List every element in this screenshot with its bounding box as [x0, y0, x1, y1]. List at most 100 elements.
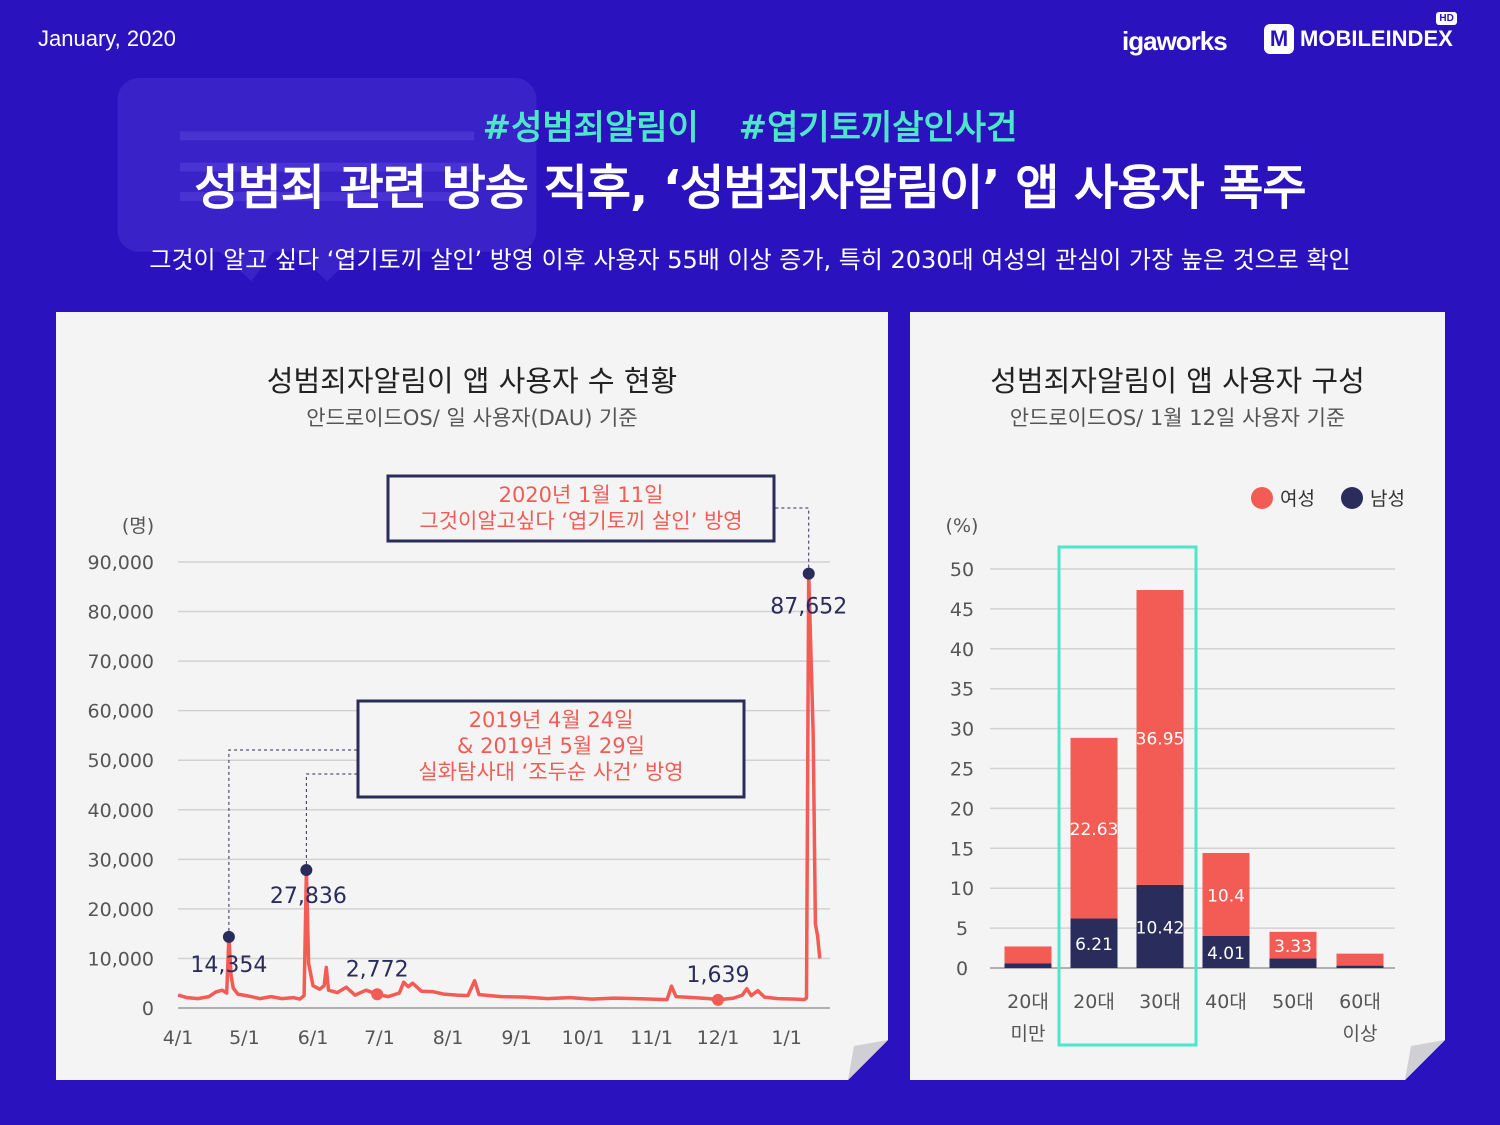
data-point-label: 87,652: [770, 595, 847, 620]
annotation-box: [356, 699, 746, 799]
report-date: January, 2020: [38, 26, 176, 51]
y-tick-label: 60,000: [88, 701, 154, 723]
annotation-text: 2020년 1월 11일: [499, 483, 664, 507]
x-category-label: 20대: [1007, 991, 1049, 1013]
bar-female-value-label: 10.4: [1207, 887, 1245, 907]
bar-female-value-label: 22.63: [1070, 820, 1119, 840]
bar-male-value-label: 4.01: [1207, 944, 1245, 964]
bar-female-segment: [1336, 953, 1384, 966]
y-axis-unit-label: (명): [122, 515, 154, 537]
y-axis-unit-label: (%): [946, 515, 979, 537]
y-tick-label: 40,000: [88, 800, 154, 822]
annotation-text: & 2019년 5월 29일: [457, 734, 645, 758]
data-point-label: 1,639: [687, 963, 750, 988]
dau-line-chart-card: 성범죄자알림이 앱 사용자 수 현황 안드로이드OS/ 일 사용자(DAU) 기…: [56, 312, 888, 1080]
x-category-label: 30대: [1139, 991, 1181, 1013]
y-tick-label: 20,000: [88, 899, 154, 921]
highlight-box: [1057, 545, 1198, 1047]
data-point-marker: [222, 930, 235, 943]
x-tick-label: 6/1: [298, 1027, 329, 1049]
bar-female-segment: [1269, 931, 1317, 959]
x-tick-label: 9/1: [501, 1027, 532, 1049]
y-tick-label: 30,000: [88, 849, 154, 871]
page-headline: 성범죄 관련 방송 직후, ‘성범죄자알림이’ 앱 사용자 폭주: [194, 160, 1306, 216]
y-tick-label: 10,000: [88, 948, 154, 970]
x-tick-label: 5/1: [229, 1027, 260, 1049]
bar-female-segment: [1202, 853, 1250, 937]
bar-male-segment: [1269, 958, 1317, 968]
y-tick-label: 45: [950, 599, 974, 621]
data-point-marker: [300, 864, 313, 877]
x-category-label: 이상: [1343, 1023, 1378, 1045]
bar-male-value-label: 10.42: [1136, 918, 1185, 938]
x-category-label: 50대: [1272, 991, 1314, 1013]
y-tick-label: 10: [950, 878, 974, 900]
line-chart-subtitle: 안드로이드OS/ 일 사용자(DAU) 기준: [306, 406, 638, 430]
data-point-label: 2,772: [346, 957, 409, 982]
data-point-marker: [371, 988, 384, 1001]
dau-series-line: [177, 571, 822, 1002]
page-subheadline: 그것이 알고 싶다 ‘엽기토끼 살인’ 방영 이후 사용자 55배 이상 증가,…: [149, 246, 1351, 274]
hd-badge: HD: [1436, 12, 1457, 25]
bar-chart-title: 성범죄자알림이 앱 사용자 구성: [990, 364, 1365, 398]
bar-female-value-label: 36.95: [1136, 729, 1185, 749]
bar-chart-subtitle: 안드로이드OS/ 1월 12일 사용자 기준: [1009, 406, 1346, 430]
x-tick-label: 10/1: [562, 1027, 605, 1049]
y-tick-label: 0: [956, 958, 968, 980]
bar-female-value-label: 3.33: [1274, 937, 1312, 957]
data-point-marker: [712, 993, 724, 1006]
bar-male-segment: [1202, 936, 1250, 968]
y-tick-label: 35: [950, 679, 974, 701]
x-tick-label: 1/1: [771, 1027, 802, 1049]
y-tick-label: 80,000: [88, 602, 154, 624]
y-tick-label: 50: [950, 559, 974, 581]
bar-male-value-label: 6.21: [1075, 935, 1113, 955]
x-category-label: 20대: [1073, 991, 1115, 1013]
x-category-label: 60대: [1339, 991, 1381, 1013]
annotation-leader-line: [774, 507, 810, 574]
hashtags: #성범죄알림이 #엽기토끼살인사건: [482, 108, 1018, 148]
bar-female-segment: [1070, 737, 1118, 919]
legend-female-swatch: [1251, 487, 1273, 509]
y-tick-label: 5: [956, 918, 968, 940]
x-category-label: 40대: [1205, 991, 1247, 1013]
bar-male-segment: [1070, 918, 1118, 968]
mobileindex-m-icon: M: [1264, 24, 1294, 54]
x-tick-label: 11/1: [630, 1027, 673, 1049]
annotation-leader-line: [228, 749, 358, 937]
igaworks-logo-text: igaworks: [1122, 26, 1228, 56]
legend-female-label: 여성: [1280, 488, 1315, 510]
mobileindex-logo: M MOBILEINDEX HD: [1264, 12, 1457, 54]
x-tick-label: 12/1: [697, 1027, 740, 1049]
annotation-text: 그것이알고싶다 ‘엽기토끼 살인’ 방영: [419, 509, 742, 533]
mobileindex-logo-text: MOBILEINDEX: [1300, 26, 1453, 51]
user-composition-chart-card: 성범죄자알림이 앱 사용자 구성 안드로이드OS/ 1월 12일 사용자 기준 …: [910, 312, 1445, 1080]
speech-bubble-icon: [117, 78, 537, 282]
igaworks-logo: igaworks: [1122, 26, 1228, 57]
y-tick-label: 0: [142, 998, 154, 1020]
bar-male-segment: [1336, 965, 1384, 968]
bar-male-segment: [1004, 963, 1052, 968]
data-point-marker: [802, 567, 815, 580]
x-tick-label: 7/1: [364, 1027, 395, 1049]
bar-female-segment: [1136, 589, 1184, 885]
y-tick-label: 30: [950, 719, 974, 741]
page-fold-icon: [1405, 1040, 1445, 1080]
y-tick-label: 90,000: [88, 552, 154, 574]
page-fold-icon: [848, 1040, 888, 1080]
annotation-leader-line: [305, 773, 358, 871]
x-tick-label: 4/1: [163, 1027, 194, 1049]
bar-female-segment: [1004, 946, 1052, 964]
line-chart-title: 성범죄자알림이 앱 사용자 수 현황: [266, 364, 678, 398]
annotation-box: [386, 474, 776, 543]
y-tick-label: 50,000: [88, 750, 154, 772]
data-point-label: 27,836: [270, 884, 347, 909]
y-tick-label: 25: [950, 759, 974, 781]
legend-male-label: 남성: [1370, 488, 1405, 510]
y-tick-label: 40: [950, 639, 974, 661]
annotation-text: 실화탐사대 ‘조두순 사건’ 방영: [418, 760, 683, 784]
bar-male-segment: [1136, 884, 1184, 968]
y-tick-label: 15: [950, 838, 974, 860]
dau-line-chart: (명) 0 10,000 20,000 30,000 40,000 50,000 60,000…: [88, 474, 847, 1049]
